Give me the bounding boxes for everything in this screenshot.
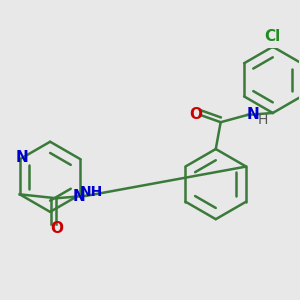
- Text: Cl: Cl: [265, 29, 281, 44]
- Text: NH: NH: [80, 185, 103, 199]
- Text: N: N: [15, 150, 28, 165]
- Text: N: N: [72, 189, 85, 204]
- Text: N: N: [247, 107, 260, 122]
- Text: O: O: [189, 107, 202, 122]
- Text: O: O: [50, 221, 63, 236]
- Text: H: H: [258, 113, 268, 127]
